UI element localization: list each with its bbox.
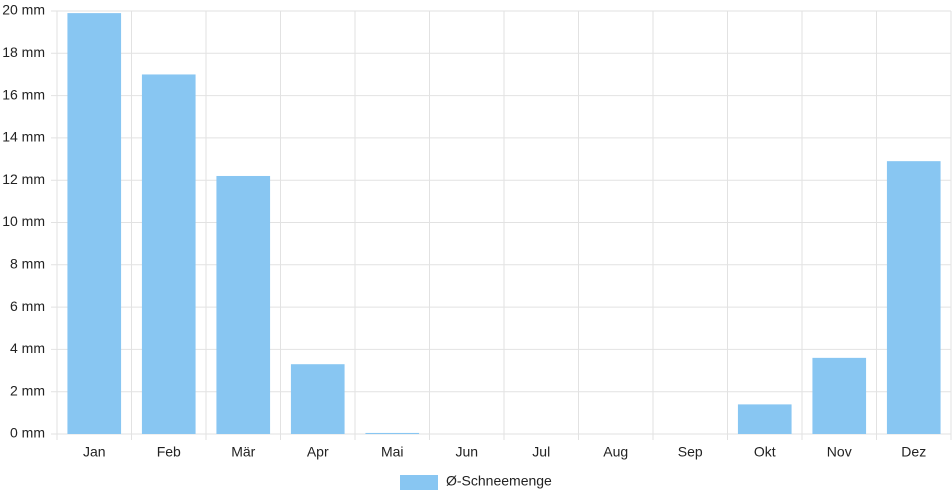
y-tick-label: 4 mm <box>10 340 45 356</box>
x-tick-label: Jun <box>455 444 478 460</box>
x-tick-label: Okt <box>754 444 776 460</box>
x-tick-label: Jul <box>532 444 550 460</box>
x-tick-label: Aug <box>603 444 628 460</box>
y-tick-label: 16 mm <box>2 86 45 102</box>
x-tick-label: Mär <box>231 444 255 460</box>
x-tick-label: Jan <box>83 444 106 460</box>
bar <box>737 404 792 434</box>
x-tick-label: Dez <box>901 444 926 460</box>
bar <box>67 13 122 435</box>
bar <box>141 74 196 434</box>
x-tick-label: Sep <box>678 444 703 460</box>
y-tick-label: 8 mm <box>10 256 45 272</box>
y-tick-label: 10 mm <box>2 213 45 229</box>
y-tick-label: 18 mm <box>2 44 45 60</box>
y-tick-label: 14 mm <box>2 129 45 145</box>
bar <box>812 357 867 434</box>
bar <box>365 432 420 434</box>
legend-swatch <box>400 475 438 490</box>
y-tick-label: 6 mm <box>10 298 45 314</box>
bar <box>216 175 271 434</box>
x-tick-label: Mai <box>381 444 404 460</box>
bar <box>290 364 345 434</box>
x-tick-label: Apr <box>307 444 329 460</box>
legend-label: Ø-Schneemenge <box>446 473 552 489</box>
bar <box>886 161 941 435</box>
x-tick-label: Feb <box>157 444 181 460</box>
y-tick-label: 2 mm <box>10 382 45 398</box>
x-tick-label: Nov <box>827 444 852 460</box>
y-tick-label: 0 mm <box>10 425 45 441</box>
y-tick-label: 12 mm <box>2 171 45 187</box>
y-tick-label: 20 mm <box>2 2 45 18</box>
